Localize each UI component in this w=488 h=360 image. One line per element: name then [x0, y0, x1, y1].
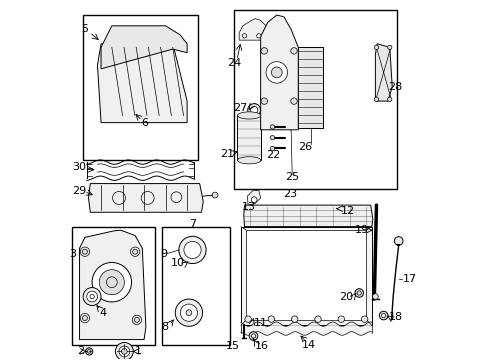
- Circle shape: [270, 125, 274, 129]
- Text: 13: 13: [242, 202, 256, 212]
- Circle shape: [387, 45, 391, 49]
- Polygon shape: [375, 44, 391, 101]
- Circle shape: [379, 311, 387, 320]
- Text: 14: 14: [302, 340, 315, 350]
- Circle shape: [271, 67, 282, 78]
- Circle shape: [249, 332, 257, 340]
- Text: 19: 19: [354, 225, 368, 235]
- Circle shape: [132, 249, 137, 254]
- Polygon shape: [88, 184, 203, 212]
- Circle shape: [290, 98, 297, 104]
- Circle shape: [99, 270, 124, 295]
- Text: 28: 28: [387, 82, 402, 93]
- Ellipse shape: [237, 112, 260, 119]
- Bar: [233, 10, 396, 189]
- Text: 27: 27: [232, 103, 246, 113]
- Circle shape: [314, 316, 321, 322]
- Text: 9: 9: [160, 248, 167, 258]
- Polygon shape: [247, 190, 260, 205]
- Circle shape: [337, 316, 344, 322]
- Polygon shape: [80, 230, 145, 339]
- Circle shape: [372, 294, 378, 300]
- Text: 26: 26: [298, 142, 312, 152]
- Circle shape: [85, 348, 93, 355]
- Circle shape: [361, 316, 367, 322]
- Polygon shape: [101, 26, 187, 69]
- Circle shape: [381, 314, 385, 318]
- Text: 12: 12: [341, 206, 355, 216]
- Circle shape: [256, 34, 261, 38]
- Polygon shape: [244, 205, 372, 226]
- Text: 18: 18: [388, 312, 402, 322]
- Text: 15: 15: [226, 341, 240, 351]
- Circle shape: [242, 34, 246, 38]
- Circle shape: [250, 107, 257, 114]
- Polygon shape: [241, 226, 371, 325]
- Circle shape: [83, 288, 101, 306]
- Circle shape: [251, 334, 255, 338]
- Text: 24: 24: [227, 58, 241, 68]
- Circle shape: [121, 348, 127, 354]
- Circle shape: [387, 97, 391, 102]
- Circle shape: [115, 342, 133, 360]
- Polygon shape: [239, 19, 265, 40]
- Circle shape: [373, 97, 378, 102]
- Circle shape: [394, 237, 402, 245]
- Polygon shape: [237, 116, 260, 160]
- Bar: [162, 226, 230, 345]
- Circle shape: [261, 98, 267, 104]
- Text: 6: 6: [141, 118, 148, 128]
- Circle shape: [82, 249, 87, 254]
- Text: 8: 8: [161, 322, 168, 332]
- Text: 5: 5: [81, 24, 88, 35]
- Circle shape: [92, 262, 131, 302]
- Text: 17: 17: [402, 274, 416, 284]
- Text: 1: 1: [135, 346, 142, 356]
- Text: 30: 30: [72, 162, 86, 172]
- Circle shape: [265, 62, 287, 83]
- Text: 29: 29: [72, 186, 86, 197]
- Circle shape: [180, 304, 197, 321]
- Bar: [72, 226, 155, 345]
- Circle shape: [373, 45, 378, 49]
- Text: 2: 2: [77, 346, 83, 356]
- Text: 20: 20: [338, 292, 352, 302]
- Circle shape: [82, 316, 87, 320]
- Circle shape: [175, 299, 202, 326]
- Circle shape: [183, 241, 201, 258]
- Text: 11: 11: [253, 319, 267, 328]
- Circle shape: [212, 192, 218, 198]
- Circle shape: [179, 236, 206, 264]
- Polygon shape: [298, 47, 323, 128]
- Circle shape: [134, 318, 139, 322]
- Text: 22: 22: [265, 150, 280, 160]
- Text: 25: 25: [285, 172, 299, 182]
- Circle shape: [261, 48, 267, 54]
- Text: 16: 16: [255, 341, 269, 351]
- Circle shape: [247, 104, 260, 117]
- Bar: [83, 15, 198, 160]
- Circle shape: [290, 48, 297, 54]
- Text: 4: 4: [99, 308, 106, 318]
- Circle shape: [86, 291, 97, 302]
- Polygon shape: [97, 44, 187, 123]
- Circle shape: [267, 316, 274, 322]
- Circle shape: [119, 346, 129, 357]
- Text: 10: 10: [171, 258, 185, 268]
- Text: 3: 3: [69, 248, 77, 258]
- Text: 21: 21: [220, 149, 234, 159]
- Text: 7: 7: [188, 219, 196, 229]
- Circle shape: [270, 146, 274, 150]
- Polygon shape: [246, 230, 366, 320]
- Text: 23: 23: [283, 189, 297, 199]
- Circle shape: [244, 316, 251, 322]
- Circle shape: [185, 310, 191, 316]
- Circle shape: [251, 197, 257, 203]
- Ellipse shape: [237, 157, 260, 164]
- Circle shape: [354, 289, 363, 297]
- Circle shape: [291, 316, 297, 322]
- Polygon shape: [260, 15, 298, 130]
- Circle shape: [270, 135, 274, 140]
